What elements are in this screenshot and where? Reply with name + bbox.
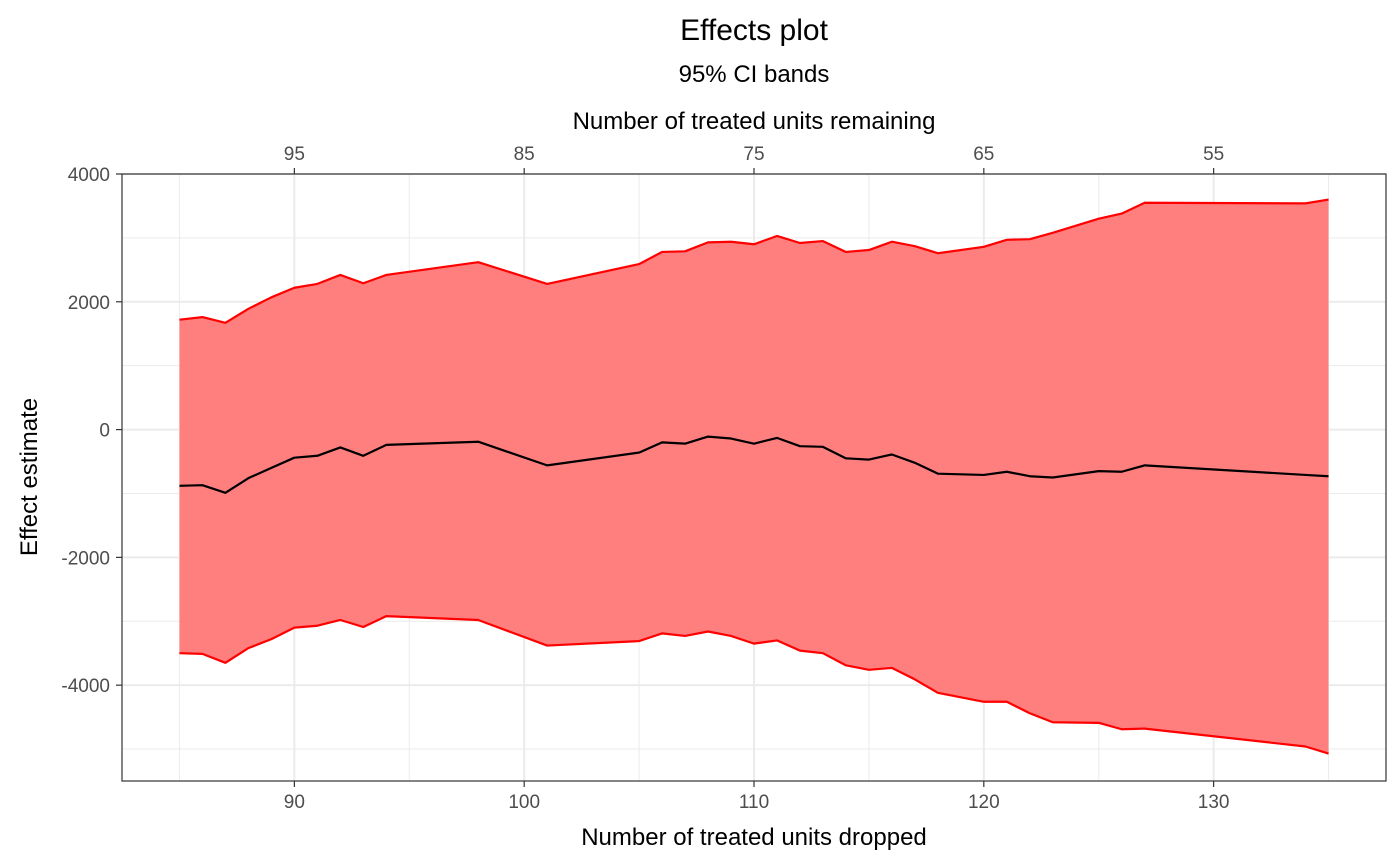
top-tick-label: 55: [1203, 144, 1224, 165]
upper-ci-line: [179, 198, 1329, 324]
ci-band: [179, 199, 1329, 754]
ci-band-area: [179, 199, 1329, 754]
x-tick-label: 90: [284, 792, 305, 813]
y-tick-label: -2000: [61, 548, 110, 569]
y-tick-label: 4000: [68, 165, 110, 186]
x-tick-label: 110: [739, 792, 769, 813]
top-tick-label: 85: [514, 144, 535, 165]
axes: 90 100 110 120 130 95 85 75 65 55 4000 2000 0 -2000 -4…: [61, 144, 1229, 813]
chart-subtitle: 95% CI bands: [679, 61, 830, 88]
y-axis-title: Effect estimate: [16, 398, 43, 556]
top-tick-label: 75: [743, 144, 764, 165]
top-tick-label: 65: [973, 144, 994, 165]
x-tick-label: 100: [508, 792, 540, 813]
estimate-line: [179, 435, 1329, 494]
top-tick-label: 95: [284, 144, 305, 165]
y-tick-label: 2000: [68, 293, 110, 314]
chart-title: Effects plot: [680, 14, 829, 47]
y-tick-label: -4000: [61, 676, 110, 697]
x-tick-label: 120: [968, 792, 1000, 813]
x-axis-title: Number of treated units dropped: [581, 824, 927, 851]
x-tick-label: 130: [1198, 792, 1230, 813]
top-axis-title: Number of treated units remaining: [573, 108, 936, 135]
series-lines: [179, 198, 1329, 755]
y-tick-label: 0: [99, 421, 110, 442]
lower-ci-line: [179, 615, 1329, 755]
